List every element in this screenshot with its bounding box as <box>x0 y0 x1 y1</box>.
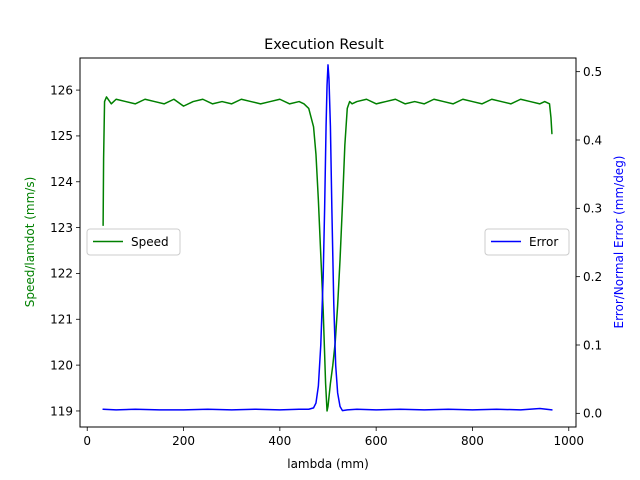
y-left-tick-label: 124 <box>50 175 73 189</box>
legend-speed-label: Speed <box>131 235 169 249</box>
y-left-tick-label: 122 <box>50 267 73 281</box>
x-tick-label: 1000 <box>554 434 585 448</box>
series-line-error <box>102 64 553 412</box>
legend-error-box <box>484 228 570 256</box>
series-layer <box>102 64 553 412</box>
y-right-tick-label: 0.5 <box>583 65 602 79</box>
y-right-tick-label: 0.3 <box>583 202 602 216</box>
y-left-tick-label: 120 <box>50 358 73 372</box>
y-right-tick-label: 0.0 <box>583 407 602 421</box>
y-left-tick-label: 121 <box>50 313 73 327</box>
x-tick-label: 800 <box>461 434 484 448</box>
y-right-tick-label: 0.2 <box>583 270 602 284</box>
x-tick-label: 400 <box>268 434 291 448</box>
y-axis-right-label: Error/Normal Error (mm/deg) <box>612 156 626 329</box>
legend-error: Error <box>484 228 570 256</box>
legend-speed-box <box>86 228 181 256</box>
y-left-tick-label: 119 <box>50 404 73 418</box>
legend-speed: Speed <box>86 228 181 256</box>
x-tick-label: 0 <box>83 434 91 448</box>
plot-frame <box>79 57 577 428</box>
y-right-tick-label: 0.4 <box>583 133 602 147</box>
chart-title: Execution Result <box>264 37 384 53</box>
series-line-speed <box>102 96 553 412</box>
y-left-tick-label: 126 <box>50 83 73 97</box>
legend-error-label: Error <box>529 235 558 249</box>
y-right-tick-label: 0.1 <box>583 338 602 352</box>
y-left-tick-label: 123 <box>50 221 73 235</box>
x-tick-label: 600 <box>365 434 388 448</box>
y-left-tick-label: 125 <box>50 129 73 143</box>
ticks-layer: 0 200 400 600 800 1000 119 120 121 122 123 124 125 12… <box>50 65 602 448</box>
y-axis-left-label: Speed/lamdot (mm/s) <box>23 177 37 308</box>
x-tick-label: 200 <box>172 434 195 448</box>
x-axis-label: lambda (mm) <box>287 457 369 471</box>
